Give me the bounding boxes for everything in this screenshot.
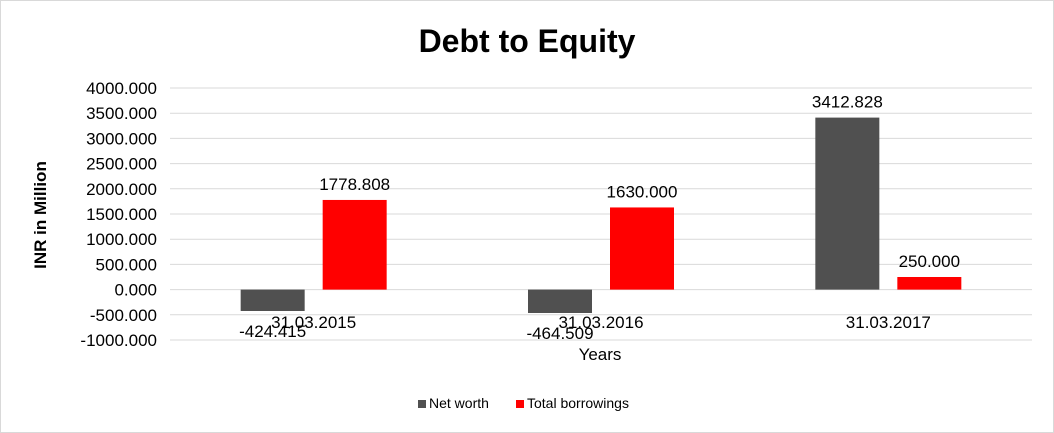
y-tick-label: -1000.000 bbox=[80, 331, 157, 350]
data-label: 1778.808 bbox=[319, 175, 390, 194]
y-tick-label: 1000.000 bbox=[86, 230, 157, 249]
y-tick-label: 2500.000 bbox=[86, 155, 157, 174]
x-axis-ticks: 31.03.2015 31.03.2016 31.03.2017 bbox=[271, 313, 931, 332]
y-tick-label: 4000.000 bbox=[86, 79, 157, 98]
y-tick-label: 3500.000 bbox=[86, 104, 157, 123]
x-tick-label: 31.03.2017 bbox=[846, 313, 931, 332]
y-tick-label: 0.000 bbox=[114, 281, 157, 300]
bar-net-worth bbox=[240, 289, 305, 311]
y-axis-title: INR in Million bbox=[31, 161, 50, 269]
legend-label: Net worth bbox=[429, 395, 489, 411]
legend: Net worth Total borrowings bbox=[418, 395, 629, 411]
legend-label: Total borrowings bbox=[527, 395, 629, 411]
data-label: 250.000 bbox=[899, 252, 960, 271]
legend-swatch bbox=[418, 400, 426, 408]
data-label: 1630.000 bbox=[607, 182, 678, 201]
y-tick-label: -500.000 bbox=[90, 306, 157, 325]
y-tick-label: 3000.000 bbox=[86, 129, 157, 148]
bar-total-borrowings bbox=[610, 207, 674, 290]
y-axis-ticks: 4000.000 3500.000 3000.000 2500.000 2000.000… bbox=[80, 79, 157, 350]
data-labels: -424.415 1778.808 -464.509 1630.000 3412.828… bbox=[239, 93, 960, 343]
y-tick-label: 500.000 bbox=[96, 255, 157, 274]
chart-title: Debt to Equity bbox=[419, 23, 636, 59]
legend-swatch bbox=[516, 400, 524, 408]
bar-total-borrowings bbox=[897, 277, 962, 290]
bars bbox=[240, 117, 962, 314]
y-tick-label: 1500.000 bbox=[86, 205, 157, 224]
bar-net-worth bbox=[528, 289, 592, 314]
x-tick-label: 31.03.2016 bbox=[558, 313, 643, 332]
x-tick-label: 31.03.2015 bbox=[271, 313, 356, 332]
data-label: -464.509 bbox=[526, 324, 593, 343]
y-tick-label: 2000.000 bbox=[86, 180, 157, 199]
bar-total-borrowings bbox=[322, 199, 387, 290]
data-label: 3412.828 bbox=[812, 93, 883, 112]
gridlines bbox=[170, 87, 1032, 341]
data-label: -424.415 bbox=[239, 322, 306, 341]
x-axis-title: Years bbox=[579, 345, 622, 364]
bar-net-worth bbox=[815, 117, 880, 290]
